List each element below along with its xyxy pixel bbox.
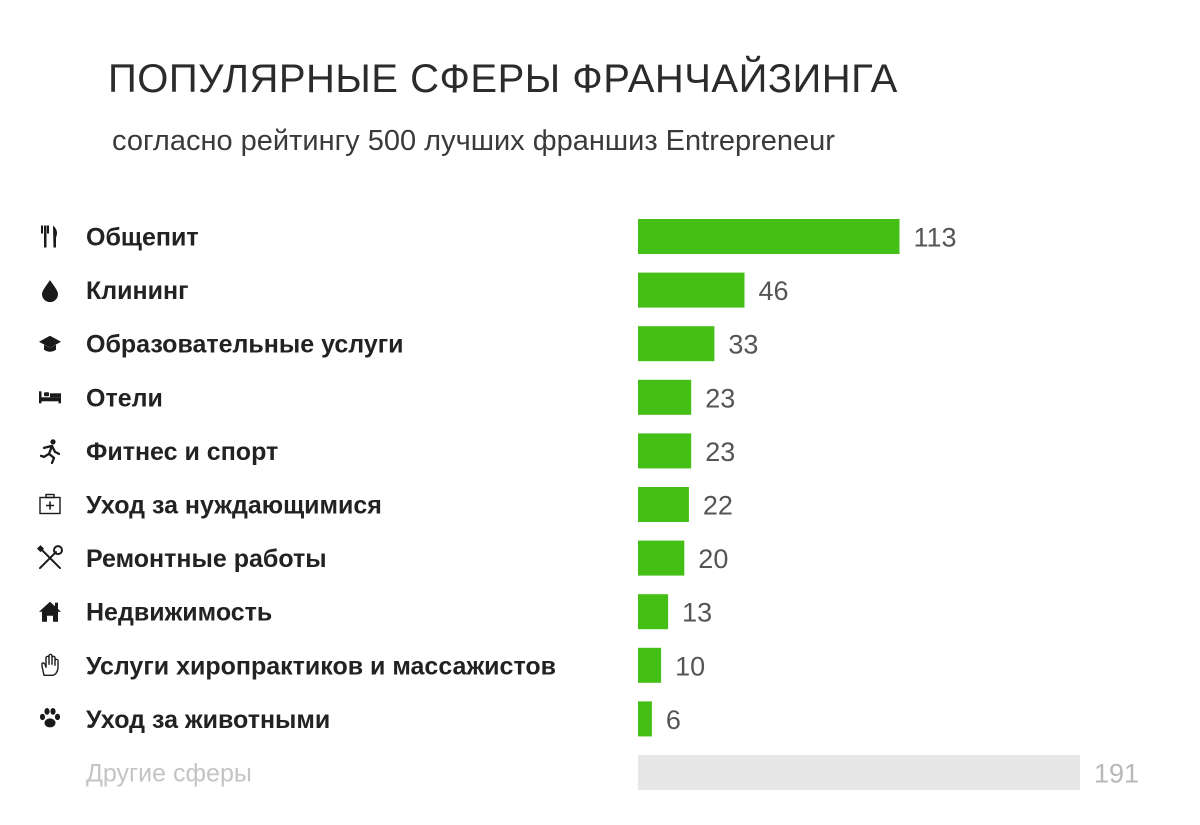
category-label: Ремонтные работы <box>86 545 327 573</box>
bar-row-6: Уход за нуждающимися 22 <box>39 487 733 522</box>
category-label: Клининг <box>86 277 189 305</box>
value-label: 113 <box>914 223 957 253</box>
drop-icon <box>42 280 58 303</box>
bar <box>638 272 745 308</box>
bar <box>638 755 1080 790</box>
house-icon <box>39 601 61 622</box>
bar-row-1: Общепит 113 <box>41 219 957 254</box>
value-label: 13 <box>682 598 712 628</box>
bar <box>638 594 669 630</box>
first-aid-icon <box>39 493 61 515</box>
category-label: Услуги хиропрактиков и массажистов <box>86 652 556 680</box>
bar-row-2: Клининг 46 <box>42 272 789 308</box>
bar <box>638 540 685 576</box>
value-label: 6 <box>666 705 681 735</box>
value-label: 10 <box>675 651 705 681</box>
bar <box>638 701 652 737</box>
bar-row-7: Ремонтные работы 20 <box>36 540 728 576</box>
bar-row-3: Образовательные услуги 33 <box>39 326 758 362</box>
category-label: Уход за нуждающимися <box>86 492 382 520</box>
value-label: 23 <box>705 383 735 413</box>
bar <box>638 433 692 469</box>
value-label: 191 <box>1094 759 1139 789</box>
category-label: Другие сферы <box>86 760 252 788</box>
bed-icon <box>39 391 61 404</box>
category-label: Фитнес и спорт <box>86 438 278 466</box>
bar-row-11: Другие сферы 191 <box>86 755 1139 790</box>
category-label: Общепит <box>86 224 199 252</box>
bar <box>638 219 900 254</box>
category-label: Образовательные услуги <box>86 331 404 359</box>
bar-row-8: Недвижимость 13 <box>39 594 712 630</box>
bar-row-5: Фитнес и спорт 23 <box>39 433 735 469</box>
bar <box>638 487 689 522</box>
bar-row-10: Уход за животными 6 <box>39 701 681 737</box>
chart-subtitle: согласно рейтингу 500 лучших франшиз Ent… <box>112 125 835 157</box>
value-label: 46 <box>759 276 789 306</box>
bar <box>638 647 662 683</box>
category-label: Уход за животными <box>86 706 330 734</box>
bar <box>638 326 715 362</box>
bar-row-9: Услуги хиропрактиков и массажистов 10 <box>41 647 705 683</box>
chart-title: ПОПУЛЯРНЫЕ СФЕРЫ ФРАНЧАЙЗИНГА <box>108 55 898 101</box>
bar <box>638 379 692 415</box>
category-label: Отели <box>86 384 163 412</box>
runner-icon <box>39 439 61 465</box>
fork-knife-icon <box>41 225 57 248</box>
value-label: 22 <box>703 491 733 521</box>
category-label: Недвижимость <box>86 599 272 627</box>
value-label: 33 <box>728 330 758 360</box>
graduation-cap-icon <box>39 335 61 352</box>
hand-icon <box>41 653 59 676</box>
value-label: 23 <box>705 437 735 467</box>
value-label: 20 <box>698 544 728 574</box>
paw-icon <box>39 708 61 728</box>
bar-row-4: Отели 23 <box>39 379 735 415</box>
wrench-screwdriver-icon <box>36 545 63 570</box>
